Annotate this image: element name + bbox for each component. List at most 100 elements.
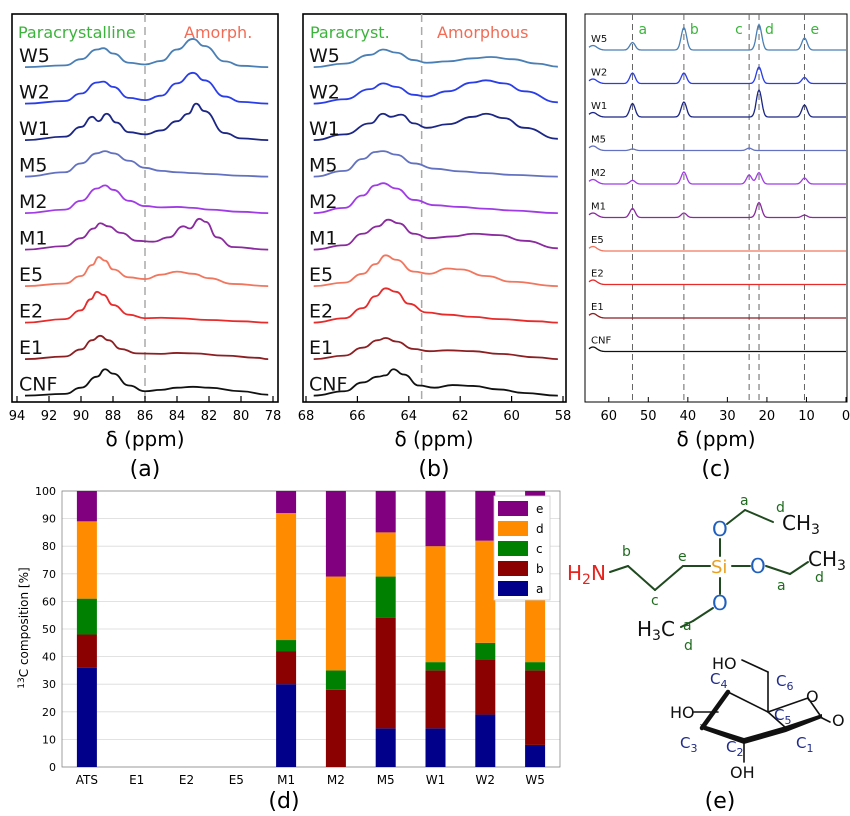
series-label-w1: W1 <box>19 118 50 140</box>
carbon-label-a-right: a <box>777 578 786 594</box>
panel-b-region-label-1: Paracryst. <box>310 23 390 42</box>
series-label-w2: W2 <box>19 82 50 104</box>
spectrum-line-m2 <box>588 171 846 185</box>
methyl-right-label: CH3 <box>808 547 846 574</box>
spectrum-line-e2 <box>588 279 846 286</box>
series-label-m2: M2 <box>309 191 337 213</box>
bar-segment-a-w5 <box>525 744 546 767</box>
ring-carbon-c6: C6 <box>776 672 793 693</box>
oxygen-bottom-label: O <box>712 591 728 615</box>
bond-c4-c5 <box>727 691 769 713</box>
bond-o-c1 <box>807 697 823 719</box>
carbon-label-c: c <box>651 593 659 609</box>
bar-segment-b-w1 <box>425 670 446 729</box>
y-tick-label: 0 <box>49 761 56 774</box>
y-tick-label: 30 <box>42 678 56 691</box>
x-tick-label: 0 <box>842 409 850 424</box>
legend-swatch-e <box>498 501 528 516</box>
bar-segment-d-m5 <box>375 532 396 577</box>
series-label-w5: W5 <box>591 34 607 45</box>
spectrum-line-m2 <box>313 182 558 215</box>
bar-segment-a-w1 <box>425 728 446 767</box>
marker-label-a: a <box>638 22 647 38</box>
bond-c1-o-out <box>821 717 831 723</box>
marker-label-c: c <box>735 22 743 38</box>
bar-segment-d-m2 <box>325 576 346 671</box>
spectrum-line-cnf <box>588 346 846 353</box>
panel-c-frame <box>584 13 848 403</box>
series-label-w5: W5 <box>19 45 50 67</box>
bar-segment-e-m2 <box>325 491 346 577</box>
legend-swatch-b <box>498 561 528 576</box>
spectrum-line-m2 <box>24 184 269 215</box>
bond-o-right-a <box>765 565 791 575</box>
ring-carbon-c5: C5 <box>774 706 791 727</box>
series-label-e2: E2 <box>309 301 333 323</box>
series-label-m2: M2 <box>19 191 47 213</box>
series-label-e1: E1 <box>19 337 43 359</box>
y-tick-label: 20 <box>42 706 56 719</box>
methyl-bottom-label: H3C <box>637 617 675 644</box>
legend-label-c: c <box>536 542 543 556</box>
spectrum-line-e5 <box>588 245 846 252</box>
bond-a-d-bottom <box>680 620 694 628</box>
x-tick-label: W1 <box>426 773 446 787</box>
x-tick-label: 50 <box>640 409 657 424</box>
x-tick-label: E1 <box>129 773 144 787</box>
series-label-m1: M1 <box>309 228 337 250</box>
series-label-m5: M5 <box>591 135 606 146</box>
legend-label-d: d <box>536 522 544 536</box>
series-label-w5: W5 <box>309 45 340 67</box>
silane-structure: H2N Si O O O CH3 CH3 H3C b c e a d a d a… <box>567 493 846 654</box>
spectrum-line-w1 <box>588 88 846 118</box>
bond-c4-c3 <box>699 689 731 731</box>
spectrum-line-w2 <box>313 79 558 105</box>
bar-segment-e-ats <box>76 491 97 522</box>
y-tick-label: 80 <box>42 540 56 553</box>
anomeric-oxygen-label: O <box>832 711 845 730</box>
x-tick-label: 30 <box>719 409 736 424</box>
hydroxyl-c2-label: OH <box>730 763 755 782</box>
spectrum-line-m5 <box>24 150 269 178</box>
x-tick-label: 80 <box>233 409 250 424</box>
x-tick-label: 68 <box>298 409 315 424</box>
silicon-label: Si <box>711 557 727 578</box>
series-label-cnf: CNF <box>591 336 611 347</box>
x-tick-label: 82 <box>201 409 218 424</box>
bar-segment-e-m5 <box>375 491 396 533</box>
bar-segment-b-w5 <box>525 670 546 745</box>
ring-carbon-c4: C4 <box>710 670 727 691</box>
panel-d: 0 10 20 30 40 50 60 70 80 90 100 ATS E1 E2 E5 M1 M2 M5 W1 W… <box>17 485 561 814</box>
bar-segment-a-w2 <box>475 714 496 767</box>
bar-segment-c-ats <box>76 598 97 635</box>
spectrum-line-m1 <box>24 217 269 251</box>
plot-frame <box>61 490 561 768</box>
x-tick-label: 78 <box>265 409 282 424</box>
series-label-m1: M1 <box>19 228 47 250</box>
x-tick-label: E5 <box>229 773 244 787</box>
carbon-label-a-top: a <box>740 493 749 509</box>
spectrum-line-w2 <box>24 71 269 105</box>
panel-b: W5 W2 W1 M5 M2 M1 E5 E2 E1 CNF 68 66 64 62 60 58 Paracr… <box>298 13 571 482</box>
x-tick-label: 64 <box>401 409 418 424</box>
bar-segment-b-m5 <box>375 617 396 729</box>
spectrum-line-e1 <box>24 334 269 361</box>
bar-segment-e-w1 <box>425 491 446 547</box>
y-tick-label: 10 <box>42 733 56 746</box>
series-label-m2: M2 <box>591 168 606 179</box>
amine-label: H2N <box>567 561 606 588</box>
spectrum-line-e2 <box>313 287 558 324</box>
series-label-w2: W2 <box>591 68 607 79</box>
series-label-m5: M5 <box>309 155 337 177</box>
bond-c-e <box>654 565 684 591</box>
bar-segment-e-w2 <box>475 491 496 541</box>
spectrum-line-e5 <box>24 256 269 288</box>
panel-b-panel-label: (b) <box>418 457 449 482</box>
ring-carbon-c1: C1 <box>796 734 813 755</box>
x-tick-label: M5 <box>377 773 395 787</box>
series-label-e1: E1 <box>309 337 333 359</box>
x-tick-label: 88 <box>105 409 122 424</box>
y-tick-label: 60 <box>42 595 56 608</box>
bond-c5-c1-back <box>767 711 787 729</box>
